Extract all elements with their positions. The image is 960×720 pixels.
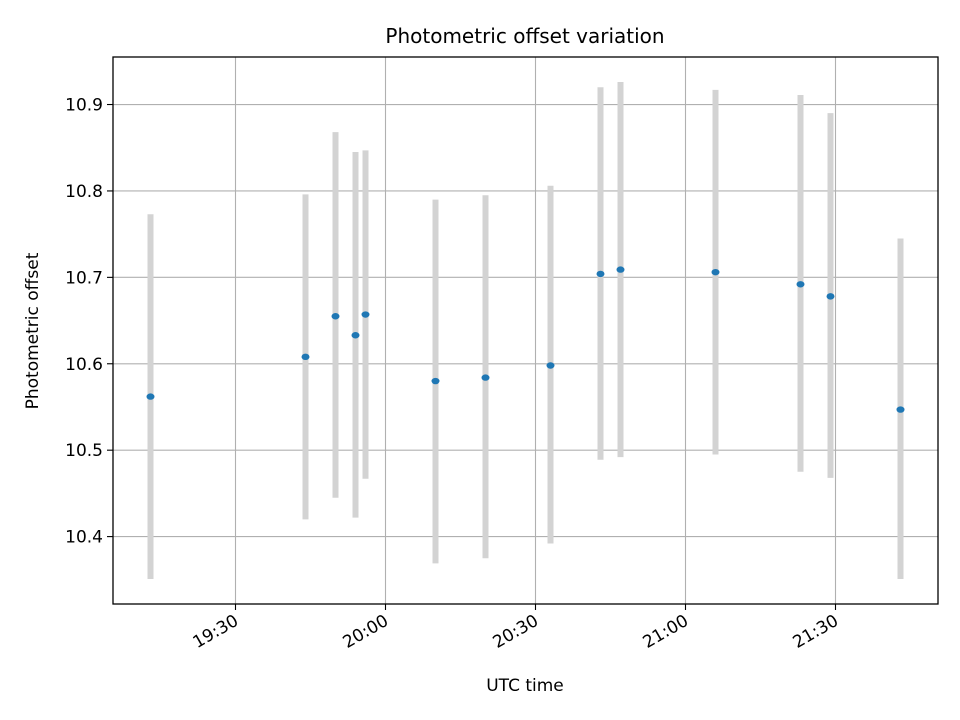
- data-point: [796, 281, 805, 288]
- axis-ticks: 19:30 20:00 20:30 21:00 21:3010.410.510.610.…: [65, 96, 842, 653]
- data-point: [146, 393, 155, 400]
- data-point: [431, 377, 440, 385]
- chart-title: Photometric offset variation: [385, 24, 664, 48]
- x-axis-label: UTC time: [486, 676, 564, 696]
- y-tick-label: 10.4: [65, 528, 103, 548]
- data-points: [146, 266, 905, 413]
- y-axis-label: Photometric offset: [23, 252, 43, 409]
- data-point: [351, 332, 360, 339]
- data-point: [481, 374, 490, 381]
- data-point: [361, 311, 370, 318]
- data-point: [826, 293, 835, 300]
- y-tick-label: 10.9: [65, 96, 103, 116]
- plot-frame: [112, 56, 939, 605]
- y-tick-label: 10.8: [65, 182, 103, 202]
- y-tick-label: 10.5: [65, 441, 103, 461]
- y-tick-label: 10.7: [65, 268, 103, 288]
- data-point: [616, 266, 625, 273]
- data-point: [711, 268, 720, 276]
- data-point: [896, 406, 905, 413]
- data-point: [596, 270, 605, 278]
- data-point: [301, 353, 310, 361]
- data-point: [546, 362, 555, 369]
- data-point: [331, 313, 340, 320]
- y-tick-label: 10.6: [65, 355, 103, 375]
